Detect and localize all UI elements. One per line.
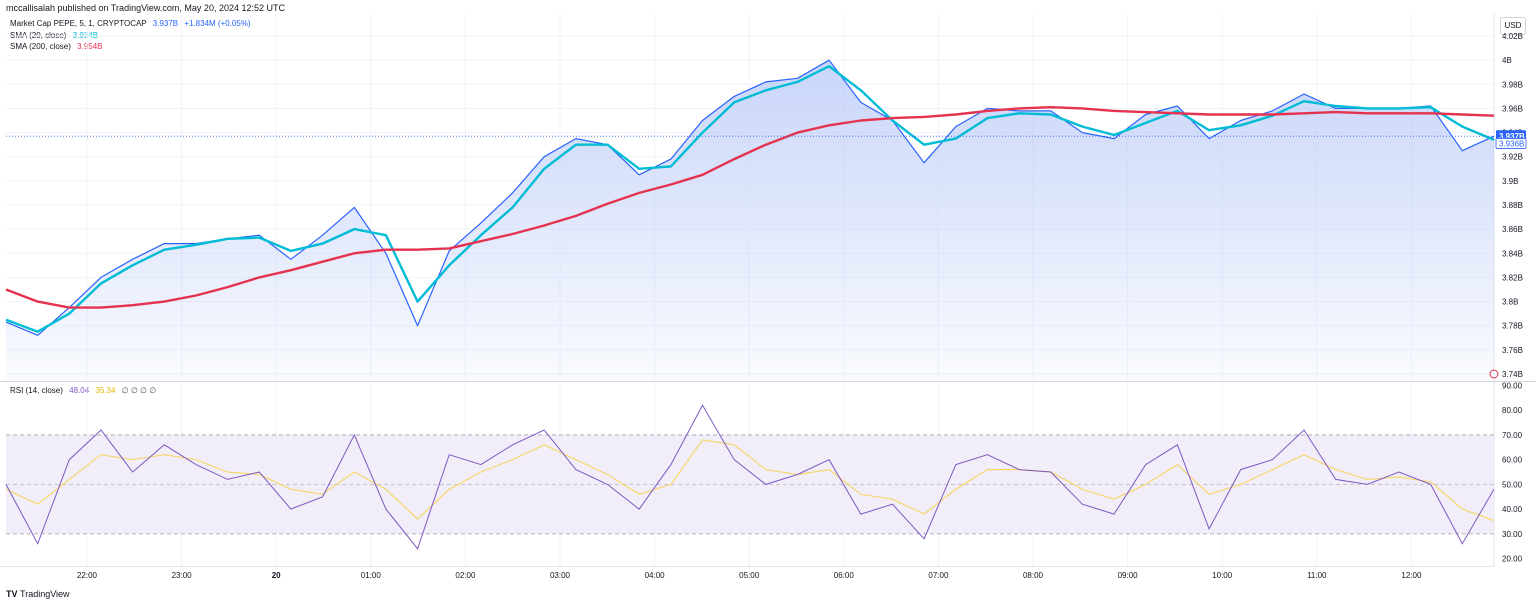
- y-tick-label: 3.9B: [1502, 177, 1518, 186]
- rsi-y-tick-label: 60.00: [1502, 456, 1523, 465]
- rsi-y-tick-label: 20.00: [1502, 555, 1523, 564]
- rsi-y-tick-label: 50.00: [1502, 480, 1523, 489]
- rsi-sma-value: 35.34: [95, 386, 116, 395]
- rsi-y-tick-label: 90.00: [1502, 381, 1523, 390]
- sma20-line[interactable]: [5, 65, 1495, 333]
- rsi-y-tick-label: 80.00: [1502, 406, 1523, 415]
- y-tick-label: 3.88B: [1502, 201, 1523, 210]
- y-tick-label: 3.98B: [1502, 80, 1523, 89]
- price-area-fill: [6, 60, 1494, 380]
- x-tick-label: 06:00: [834, 571, 855, 580]
- price-line[interactable]: [5, 59, 1495, 336]
- tradingview-logo-icon: TV: [6, 589, 18, 599]
- footer-brand: TV TradingView: [6, 589, 70, 599]
- x-tick-label: 20: [272, 571, 281, 580]
- sma200-label: SMA (200, close): [10, 42, 71, 51]
- main-series-change: +1.834M (+0.05%): [184, 19, 251, 28]
- y-tick-label: 3.84B: [1502, 249, 1523, 258]
- rsi-y-tick-label: 30.00: [1502, 530, 1523, 539]
- y-tick-label: 3.78B: [1502, 322, 1523, 331]
- sma200-legend[interactable]: SMA (200, close) 3.954B: [10, 42, 103, 52]
- y-tick-label: 4.02B: [1502, 32, 1523, 41]
- last-price-label: 3.937B: [1499, 132, 1525, 141]
- rsi-legend[interactable]: RSI (14, close) 48.04 35.34 ∅ ∅ ∅ ∅: [10, 386, 156, 396]
- main-series-legend[interactable]: Market Cap PEPE, 5, 1, CRYPTOCAP 3.937B …: [10, 19, 251, 29]
- rsi-sma-line[interactable]: [5, 439, 1495, 522]
- y-tick-label: 3.86B: [1502, 225, 1523, 234]
- y-tick-label: 3.76B: [1502, 346, 1523, 355]
- x-tick-label: 08:00: [1023, 571, 1044, 580]
- rsi-line[interactable]: [5, 404, 1495, 550]
- rsi-value: 48.04: [69, 386, 90, 395]
- x-tick-label: 23:00: [172, 571, 193, 580]
- y-tick-label: 3.82B: [1502, 273, 1523, 282]
- x-tick-label: 22:00: [77, 571, 98, 580]
- x-tick-label: 07:00: [928, 571, 949, 580]
- x-tick-label: 05:00: [739, 571, 760, 580]
- y-tick-label: 3.74B: [1502, 370, 1523, 379]
- x-tick-label: 03:00: [550, 571, 571, 580]
- rsi-label: RSI (14, close): [10, 386, 63, 395]
- x-tick-label: 09:00: [1118, 571, 1139, 580]
- rsi-extra-values: ∅ ∅ ∅ ∅: [121, 386, 157, 395]
- sma200-value: 3.954B: [77, 42, 103, 51]
- rsi-y-tick-label: 40.00: [1502, 505, 1523, 514]
- publish-header: mccallisalah published on TradingView.co…: [6, 3, 285, 13]
- y-tick-label: 4B: [1502, 56, 1512, 65]
- sma20-price-label: 3.936B: [1499, 139, 1524, 148]
- main-series-label: Market Cap PEPE, 5, 1, CRYPTOCAP: [10, 19, 147, 28]
- x-tick-label: 10:00: [1212, 571, 1233, 580]
- main-series-price: 3.937B: [152, 19, 179, 28]
- sma20-label: SMA (20, close): [10, 31, 67, 40]
- currency-button[interactable]: USD: [1500, 17, 1526, 35]
- y-tick-label: 3.96B: [1502, 104, 1523, 113]
- x-tick-label: 04:00: [645, 571, 666, 580]
- sma20-value: 3.934B: [72, 31, 99, 40]
- sma20-legend[interactable]: SMA (20, close) 3.934B: [10, 31, 98, 41]
- sma20-price-tag: [1495, 138, 1527, 149]
- footer-brand-name: TradingView: [20, 589, 70, 599]
- x-tick-label: 11:00: [1307, 571, 1327, 580]
- x-tick-label: 01:00: [361, 571, 382, 580]
- x-tick-label: 02:00: [455, 571, 476, 580]
- rsi-y-tick-label: 70.00: [1502, 431, 1523, 440]
- pane-collapse-icon[interactable]: [1489, 369, 1499, 379]
- y-tick-label: 3.8B: [1502, 298, 1518, 307]
- sma200-line[interactable]: [5, 106, 1495, 309]
- y-tick-label: 3.92B: [1502, 153, 1523, 162]
- x-tick-label: 12:00: [1401, 571, 1422, 580]
